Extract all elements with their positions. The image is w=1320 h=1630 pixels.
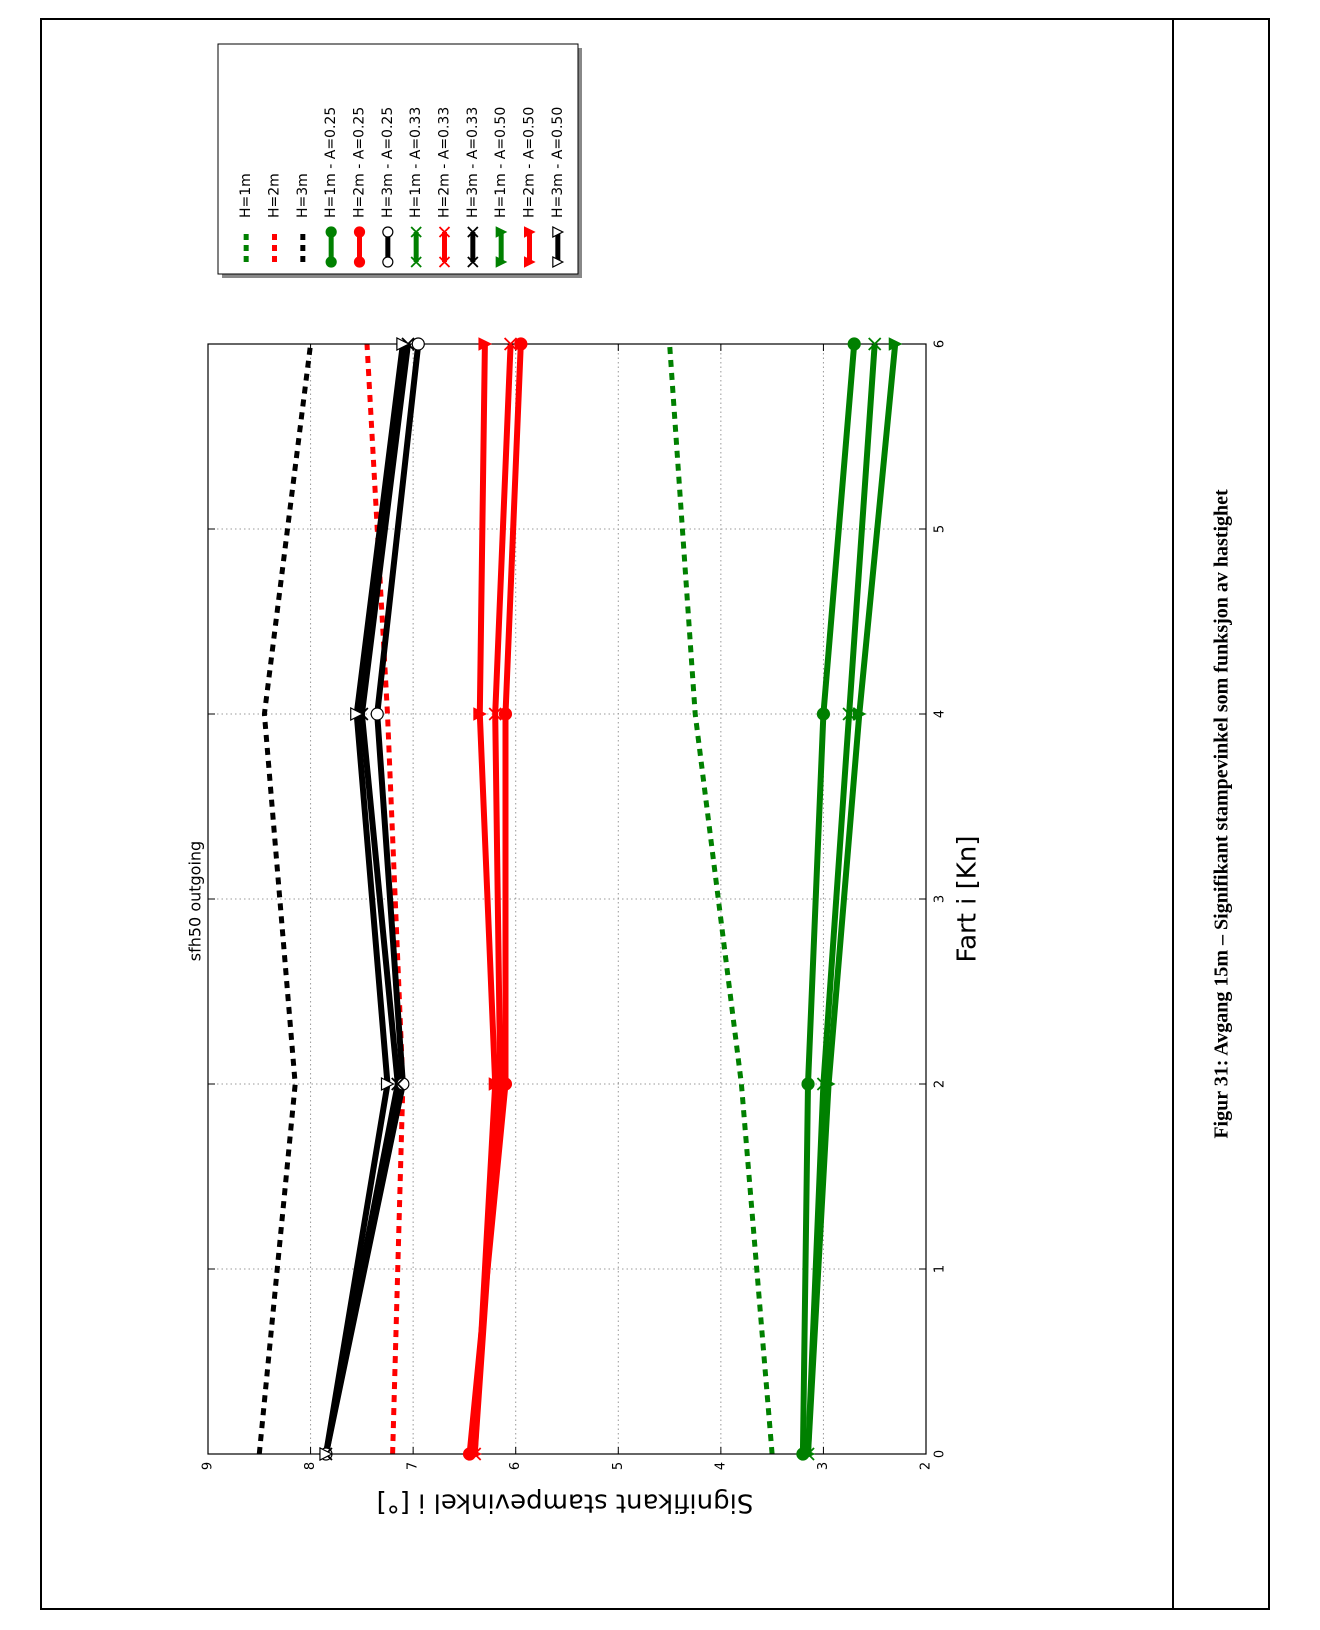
series-line-9: [805, 344, 899, 1454]
data-point: [498, 707, 513, 721]
y-tick-label: 2: [919, 1462, 934, 1470]
legend-label: H=1m - A=0.33: [408, 107, 424, 218]
x-tick-label: 2: [933, 1080, 948, 1088]
legend-label: H=1m - A=0.25: [323, 107, 339, 218]
data-point: [514, 337, 528, 351]
data-point: [852, 707, 867, 721]
y-tick-label: 4: [713, 1462, 728, 1470]
legend-marker: [382, 256, 394, 268]
data-point: [488, 707, 502, 721]
data-point: [503, 337, 518, 351]
data-point: [868, 337, 882, 351]
data-point: [391, 1077, 405, 1091]
data-point: [380, 1077, 395, 1091]
legend-marker: [524, 256, 536, 268]
data-point: [816, 707, 831, 721]
data-point: [370, 707, 384, 721]
y-tick-label: 5: [611, 1462, 626, 1470]
markers-layer: [319, 337, 903, 1461]
series-line-8: [323, 344, 411, 1454]
legend-label: H=3m - A=0.33: [465, 107, 481, 218]
y-axis-label: Signifikant stampevinkel i [°]: [377, 1488, 754, 1518]
series-line-11: [323, 344, 406, 1454]
series-line-2: [256, 344, 314, 1454]
figure-frame: [40, 18, 1270, 1610]
data-point: [319, 1447, 334, 1461]
legend-label: H=2m - A=0.50: [522, 107, 538, 218]
legend-label: H=1m: [238, 173, 254, 218]
y-tick-label: 6: [508, 1462, 523, 1470]
legend-box: [217, 43, 579, 275]
x-tick-label: 6: [933, 340, 948, 348]
legend-marker: [382, 226, 394, 238]
legend-marker: [467, 256, 479, 268]
legend-marker: [495, 226, 508, 238]
series-line-0: [667, 344, 775, 1454]
data-point: [396, 337, 411, 351]
legend-label: H=2m: [267, 173, 283, 218]
legend-marker: [353, 226, 366, 238]
caption-box: Figur 31: Avgang 15m – Signifikant stamp…: [1174, 18, 1270, 1610]
legend-label: H=2m - A=0.25: [352, 107, 368, 218]
x-tick-label: 3: [933, 895, 948, 903]
legend-marker: [410, 226, 422, 238]
x-tick-label: 4: [933, 710, 948, 718]
data-point: [411, 337, 425, 351]
data-point: [473, 707, 487, 721]
legend-marker: [410, 256, 422, 268]
legend-marker: [552, 226, 565, 238]
data-point: [847, 337, 861, 351]
legend-label: H=3m - A=0.25: [380, 107, 396, 218]
data-point: [888, 337, 903, 351]
data-point: [468, 1447, 482, 1461]
x-tick-label: 5: [933, 525, 948, 533]
legend-marker: [325, 226, 337, 238]
data-point: [350, 707, 365, 721]
legend-marker: [467, 226, 479, 238]
data-point: [478, 337, 493, 351]
legend-marker: [524, 226, 536, 238]
caption-divider: [1172, 18, 1174, 1610]
y-tick-label: 3: [816, 1462, 831, 1470]
legend-label: H=2m - A=0.33: [437, 107, 453, 218]
y-tick-label: 9: [201, 1462, 216, 1470]
data-point: [801, 1077, 815, 1091]
y-tick-label: 7: [406, 1462, 421, 1470]
data-point: [488, 1077, 503, 1091]
legend-marker: [325, 256, 337, 268]
legend-marker: [495, 256, 508, 268]
data-point: [801, 1447, 816, 1461]
chart-title: sfh50 outgoing: [186, 841, 205, 961]
legend-label: H=3m: [295, 173, 311, 218]
series-line-3: [799, 344, 858, 1454]
x-tick-label: 0: [933, 1450, 948, 1458]
legend-marker: [438, 256, 451, 268]
figure-caption: Figur 31: Avgang 15m – Signifikant stamp…: [1210, 489, 1233, 1139]
y-tick-label: 8: [303, 1462, 318, 1470]
x-axis-label: Fart i [Kn]: [953, 836, 983, 963]
data-point: [822, 1077, 836, 1091]
legend-label: H=3m - A=0.50: [550, 107, 566, 218]
series-line-10: [471, 344, 499, 1454]
legend-marker: [552, 256, 565, 268]
legend-label: H=1m - A=0.50: [493, 107, 509, 218]
x-tick-label: 1: [933, 1265, 948, 1273]
legend-marker: [353, 256, 366, 268]
legend-marker: [438, 226, 451, 238]
